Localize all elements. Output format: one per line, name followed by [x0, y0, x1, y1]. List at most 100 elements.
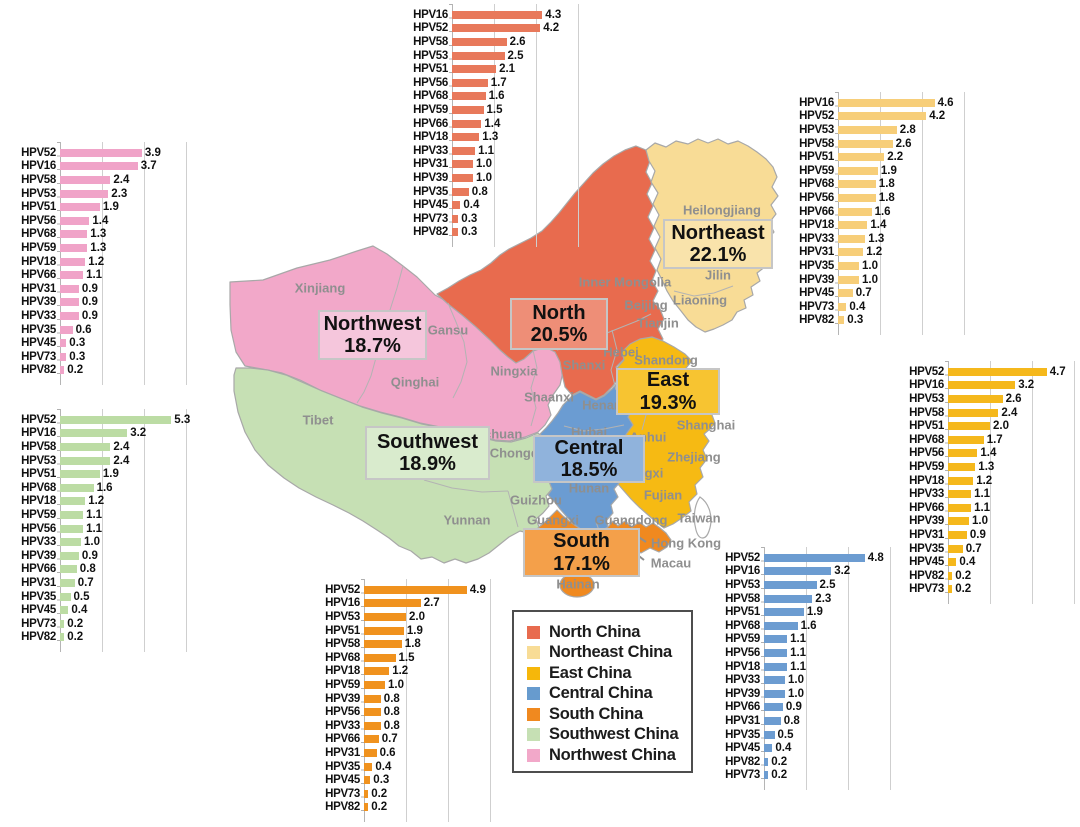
y-axis-ticks	[945, 361, 948, 605]
hpv-type-label: HPV56	[909, 447, 944, 460]
prevalence-value: 1.0	[476, 171, 492, 184]
hpv-type-label: HPV51	[325, 624, 360, 637]
legend-item-label: Southwest China	[549, 725, 679, 744]
prevalence-bar	[60, 538, 81, 547]
prevalence-value: 1.1	[478, 144, 495, 157]
x-gridline	[144, 409, 145, 653]
province-label-hebei: Hebei	[603, 344, 639, 360]
prevalence-value: 0.7	[965, 542, 982, 555]
province-label-shanxi: Shanxi	[562, 357, 606, 373]
prevalence-bar	[764, 553, 865, 562]
prevalence-bar	[948, 422, 990, 431]
hpv-type-label: HPV33	[21, 536, 56, 549]
prevalence-value: 0.5	[73, 590, 90, 603]
prevalence-bar	[60, 298, 79, 307]
bar-row: HPV66 1.6	[786, 205, 1006, 219]
hpv-type-label: HPV16	[21, 160, 56, 173]
province-label-hainan: Hainan	[556, 576, 600, 592]
hpv-type-label: HPV18	[325, 665, 360, 678]
prevalence-value: 0.4	[375, 760, 392, 773]
x-gridline	[186, 142, 187, 386]
prevalence-bar	[764, 580, 817, 589]
bar-row: HPV59 1.1	[712, 633, 932, 647]
bar-row: HPV59 1.1	[8, 508, 228, 522]
bar-row: HPV59 1.5	[400, 103, 620, 117]
x-gridline	[536, 4, 537, 248]
hpv-type-label: HPV52	[21, 413, 56, 426]
taiwan-island-shape	[693, 496, 712, 539]
bar-row: HPV59 1.0	[312, 678, 532, 692]
prevalence-bar	[948, 408, 999, 417]
prevalence-value: 0.7	[77, 576, 94, 589]
hpv-type-label: HPV53	[909, 392, 944, 405]
prevalence-bar	[764, 689, 785, 698]
prevalence-bar	[60, 565, 77, 574]
province-label-qinghai: Qinghai	[390, 374, 440, 390]
prevalence-value: 4.2	[929, 110, 946, 123]
prevalence-value: 1.7	[986, 433, 1003, 446]
bar-row: HPV51 2.0	[896, 419, 1080, 433]
hpv-type-label: HPV68	[909, 433, 944, 446]
hpv-type-label: HPV53	[21, 187, 56, 200]
bar-row: HPV68 1.3	[8, 228, 228, 242]
prevalence-bar	[838, 153, 885, 162]
x-gridline	[880, 92, 881, 336]
prevalence-value: 0.4	[849, 300, 866, 313]
prevalence-value: 0.9	[969, 528, 986, 541]
hpv-type-label: HPV18	[725, 660, 760, 673]
prevalence-bar	[60, 189, 109, 198]
prevalence-bar	[764, 730, 775, 739]
x-gridline	[102, 142, 103, 386]
hpv-type-label: HPV66	[21, 269, 56, 282]
hpv-type-label: HPV35	[21, 323, 56, 336]
prevalence-bar	[948, 381, 1016, 390]
prevalence-value: 4.8	[867, 551, 884, 564]
bar-row: HPV53 2.0	[312, 610, 532, 624]
prevalence-bar	[838, 316, 845, 325]
hpv-type-label: HPV59	[799, 164, 834, 177]
bar-row: HPV58 2.6	[786, 137, 1006, 151]
hpv-type-label: HPV73	[21, 617, 56, 630]
bar-row: HPV33 1.0	[8, 535, 228, 549]
prevalence-bar	[60, 271, 84, 280]
prevalence-value: 4.7	[1049, 365, 1066, 378]
prevalence-value: 1.3	[978, 460, 995, 473]
hpv-type-label: HPV58	[799, 137, 834, 150]
prevalence-value: 0.8	[383, 692, 400, 705]
hpv-type-label: HPV68	[799, 178, 834, 191]
province-label-shanghai: Shanghai	[676, 417, 736, 433]
prevalence-bar	[60, 429, 128, 438]
hpv-type-label: HPV82	[725, 755, 760, 768]
prevalence-value: 1.7	[490, 76, 507, 89]
prevalence-bar	[60, 415, 172, 424]
prevalence-value: 0.9	[81, 549, 98, 562]
prevalence-bar	[838, 112, 927, 121]
prevalence-value: 2.4	[1001, 406, 1018, 419]
province-label-shaanxi: Shaanxi	[524, 389, 574, 405]
legend-swatch-icon	[527, 646, 540, 660]
prevalence-bar	[764, 662, 788, 671]
bar-row: HPV82 0.2	[8, 631, 228, 645]
prevalence-value: 0.7	[855, 287, 872, 300]
province-border	[673, 285, 734, 297]
prevalence-value: 2.3	[815, 592, 832, 605]
prevalence-value: 3.2	[1018, 379, 1035, 392]
prevalence-value: 2.6	[895, 137, 912, 150]
hpv-type-label: HPV73	[21, 350, 56, 363]
hpv-type-label: HPV59	[909, 460, 944, 473]
province-label-hunan: Hunan	[568, 480, 610, 496]
legend-item: Northeast China	[527, 643, 691, 664]
prevalence-bar	[364, 735, 379, 744]
bar-row: HPV35 0.7	[896, 542, 1080, 556]
prevalence-bar	[364, 653, 396, 662]
province-label-henan: Henan	[582, 397, 622, 413]
prevalence-bar	[838, 125, 897, 134]
prevalence-bar	[364, 680, 385, 689]
hpv-type-label: HPV53	[799, 123, 834, 136]
bar-row: HPV56 1.4	[8, 214, 228, 228]
prevalence-value: 1.0	[84, 536, 100, 549]
prevalence-value: 2.8	[899, 123, 916, 136]
hpv-type-label: HPV31	[413, 158, 448, 171]
